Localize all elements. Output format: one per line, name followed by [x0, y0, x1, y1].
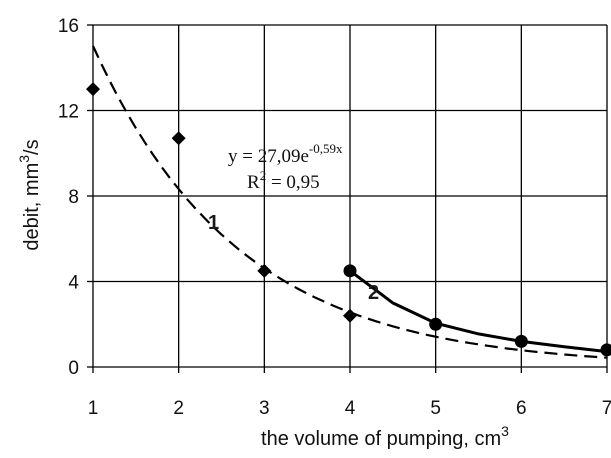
y-axis-title-superscript: 3	[16, 155, 32, 163]
series-2-circle-point	[601, 343, 611, 356]
x-tick-label: 2	[173, 398, 184, 419]
x-axis-title-text: the volume of pumping, cm	[261, 428, 501, 450]
equation-annotation: y = 27,09e-0,59x	[228, 141, 343, 167]
x-tick-label: 1	[88, 398, 99, 419]
series-2-circle-point	[515, 335, 528, 348]
y-tick-label: 12	[58, 102, 79, 123]
grid	[87, 25, 607, 373]
x-axis-title-superscript: 3	[501, 423, 509, 439]
y-axis-title-text: debit, mm	[21, 163, 43, 251]
equation-exponent: -0,59x	[309, 141, 343, 156]
y-tick-label: 8	[68, 187, 79, 208]
series-2-circle-point	[429, 318, 442, 331]
y-axis-title: debit, mm3/s	[16, 139, 43, 250]
series-2-circle-point	[344, 264, 357, 277]
series-1-diamond-point	[86, 82, 100, 96]
x-tick-label: 4	[345, 398, 356, 419]
series-1-diamond-point	[172, 131, 186, 145]
x-tick-label: 6	[516, 398, 527, 419]
y-axis-title-suffix: /s	[21, 139, 43, 155]
r-squared-suffix: = 0,95	[266, 172, 319, 193]
x-tick-label: 5	[430, 398, 441, 419]
y-tick-label: 0	[68, 358, 79, 379]
y-tick-label: 4	[68, 273, 79, 294]
equation-prefix: y = 27,09e	[228, 146, 309, 167]
series-1-diamond-point	[343, 309, 357, 323]
data-points	[86, 82, 611, 356]
x-axis-title: the volume of pumping, cm3	[261, 423, 509, 450]
x-tick-label: 7	[602, 398, 611, 419]
r-squared-prefix: R	[247, 172, 260, 193]
curve-label-1: 1	[208, 212, 219, 234]
x-tick-label: 3	[259, 398, 270, 419]
curve-label-2: 2	[368, 282, 379, 304]
y-tick-label: 16	[58, 16, 79, 37]
r-squared-annotation: R2 = 0,95	[247, 168, 320, 193]
trendline-2-solid	[350, 271, 607, 352]
series-1-diamond-point	[257, 264, 271, 278]
